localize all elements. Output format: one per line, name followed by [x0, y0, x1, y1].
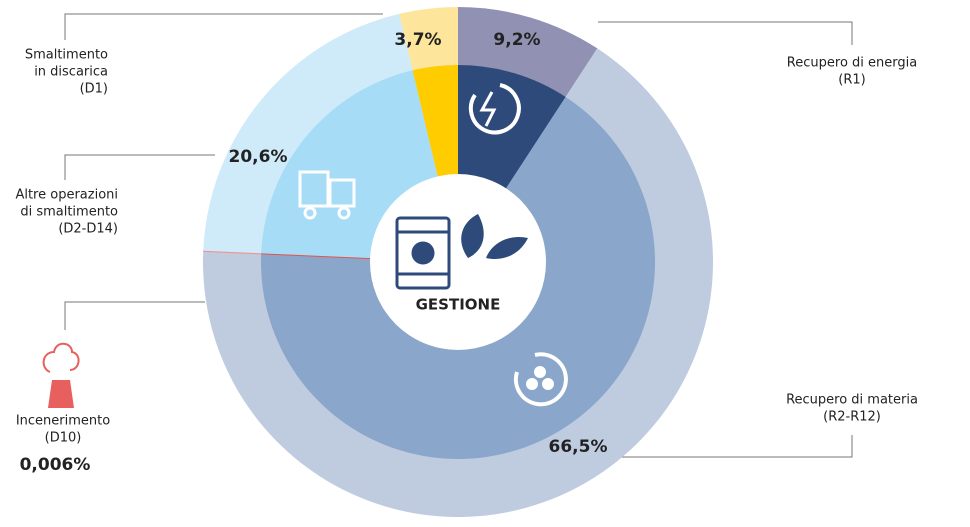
category-label: Incenerimento	[16, 414, 110, 429]
leader-line	[64, 13, 383, 40]
incineration-icon	[42, 342, 80, 408]
category-label: (R2-R12)	[823, 410, 881, 425]
category-label: (D10)	[45, 431, 82, 446]
value-label: 66,5%	[549, 437, 608, 457]
category-label: Recupero di materia	[786, 393, 918, 408]
category-label: (R1)	[838, 73, 865, 88]
category-label: di smaltimento	[20, 205, 118, 220]
category-label: in discarica	[34, 65, 108, 80]
category-label: Recupero di energia	[787, 56, 917, 71]
category-label: Altre operazioni	[15, 188, 118, 203]
value-label: 20,6%	[229, 147, 288, 167]
center-label: GESTIONE	[416, 296, 501, 314]
recycle-icon	[513, 352, 568, 407]
value-label: 0,006%	[20, 455, 91, 475]
value-label: 3,7%	[394, 30, 441, 50]
leader-line	[64, 154, 215, 180]
leader-line	[64, 301, 205, 330]
category-label: Smaltimento	[25, 48, 108, 63]
leader-line	[605, 435, 853, 458]
truck-icon	[298, 170, 356, 220]
leader-line	[598, 21, 853, 45]
center-icon	[395, 214, 528, 290]
leader-lines	[64, 13, 853, 458]
energy-icon	[468, 83, 521, 135]
category-label: (D2-D14)	[58, 222, 118, 237]
value-label: 9,2%	[493, 30, 540, 50]
category-label: (D1)	[80, 82, 108, 97]
